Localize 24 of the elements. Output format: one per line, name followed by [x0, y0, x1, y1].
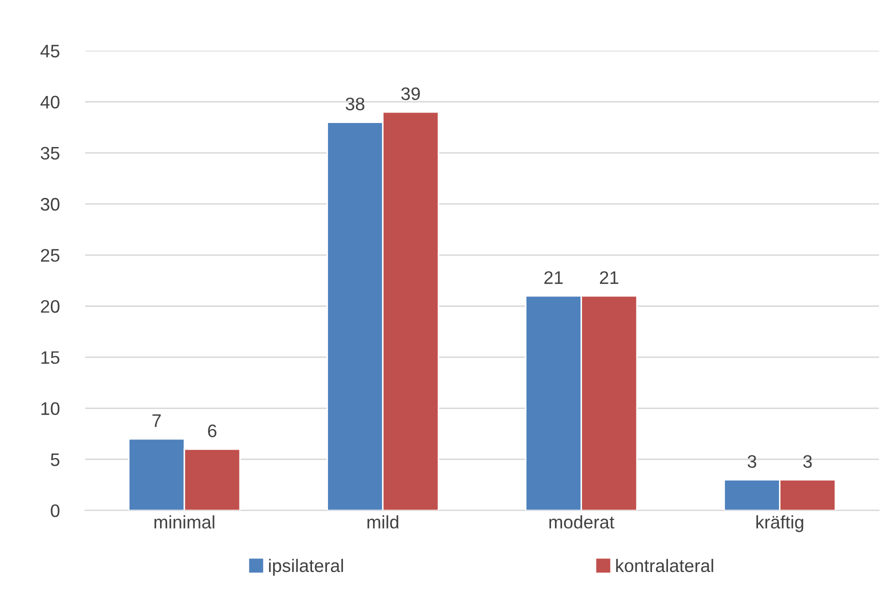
- y-tick-label: 0: [50, 504, 60, 518]
- y-tick-label: 25: [40, 248, 60, 262]
- data-label: 21: [600, 271, 618, 284]
- y-tick-label: 35: [40, 146, 60, 160]
- y-tick-label: 5: [50, 453, 60, 466]
- data-label: 39: [401, 87, 420, 100]
- y-tick-label: 40: [40, 96, 60, 109]
- data-label: 38: [346, 98, 364, 110]
- data-label: 21: [544, 271, 563, 284]
- y-tick-label: 15: [41, 351, 60, 364]
- y-tick-label: 10: [41, 402, 60, 415]
- x-tick-label: minimal: [154, 515, 214, 529]
- x-tick-label: moderat: [549, 515, 614, 529]
- data-label: 6: [208, 424, 216, 438]
- x-tick-label: kräftig: [756, 515, 804, 532]
- y-tick-label: 20: [40, 300, 60, 313]
- legend-label: kontralateral: [616, 558, 714, 572]
- data-label: 7: [152, 414, 161, 427]
- y-tick-label: 30: [40, 198, 60, 211]
- data-label: 3: [803, 455, 812, 468]
- legend-label: ipsilateral: [269, 558, 343, 576]
- data-label: 3: [748, 455, 756, 468]
- x-tick-label: mild: [368, 515, 398, 529]
- y-tick-label: 45: [40, 44, 60, 58]
